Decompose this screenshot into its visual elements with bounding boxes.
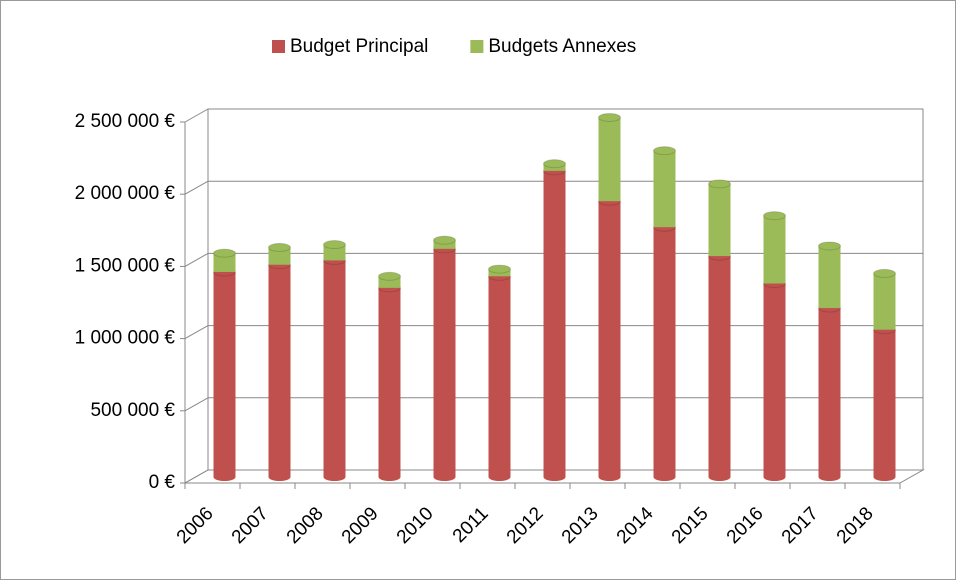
bar-segment xyxy=(488,276,511,477)
bar-top xyxy=(213,248,236,258)
bar-segment xyxy=(763,215,786,284)
y-tick-label: 1 000 000 € xyxy=(75,328,176,349)
bar-segment xyxy=(433,240,456,249)
bar-base xyxy=(818,473,841,481)
legend-swatch xyxy=(272,40,285,53)
y-tick-label: 500 000 € xyxy=(90,400,175,421)
bar-top xyxy=(653,146,676,156)
bar-base xyxy=(323,473,346,481)
bar-segment xyxy=(213,253,236,272)
grid-line-side xyxy=(184,325,209,340)
legend-swatch xyxy=(470,40,484,53)
bar-top xyxy=(488,264,511,274)
bar-segment xyxy=(598,201,621,478)
bar-segment xyxy=(598,117,621,202)
bar-top xyxy=(873,268,896,278)
bar-base xyxy=(433,473,456,481)
bar-segment xyxy=(213,271,236,477)
y-tick-label: 0 € xyxy=(149,472,176,493)
bar-segment xyxy=(378,276,401,288)
bar-base xyxy=(378,473,401,481)
grid-line-side xyxy=(184,180,209,195)
bar-segment xyxy=(763,283,786,477)
bar-segment xyxy=(268,264,291,477)
grid-line-side xyxy=(184,108,209,123)
bar-top xyxy=(268,242,291,252)
bar-segment xyxy=(323,260,346,477)
bar-base xyxy=(708,473,731,481)
grid-line-side xyxy=(184,252,209,267)
bar-segment xyxy=(708,256,731,477)
bar-segment xyxy=(873,273,896,330)
bar-segment xyxy=(818,308,841,477)
bar-segment xyxy=(708,183,731,257)
bar-segment xyxy=(268,247,291,265)
bar-segment xyxy=(378,287,401,477)
bar-base xyxy=(268,473,291,481)
y-tick-label: 1 500 000 € xyxy=(75,255,176,276)
bar-segment xyxy=(433,248,456,477)
bar-top xyxy=(598,112,621,122)
bar-base xyxy=(598,473,621,481)
bar-top xyxy=(323,240,346,250)
bar-base xyxy=(873,473,896,481)
bar-base xyxy=(653,473,676,481)
bar-top xyxy=(708,179,731,189)
bar-segment xyxy=(323,244,346,261)
bar-segment xyxy=(653,150,676,228)
grid-line-side xyxy=(184,469,209,484)
bar-top xyxy=(433,235,456,245)
bar-top xyxy=(543,159,566,169)
bar-base xyxy=(543,473,566,481)
bar-top xyxy=(378,271,401,281)
grid-line-side xyxy=(184,397,209,412)
y-tick-label: 2 500 000 € xyxy=(75,111,176,132)
y-tick-label: 2 000 000 € xyxy=(75,183,176,204)
bar-base xyxy=(763,473,786,481)
bar-top xyxy=(818,241,841,251)
bar-segment xyxy=(653,227,676,477)
bar-segment xyxy=(818,245,841,309)
legend-label: Budget Principal xyxy=(290,36,428,57)
bar-top xyxy=(763,211,786,221)
bar-base xyxy=(488,473,511,481)
bar-segment xyxy=(873,329,896,477)
bar-base xyxy=(213,473,236,481)
bar-segment xyxy=(543,170,566,477)
legend-label: Budgets Annexes xyxy=(488,36,636,57)
